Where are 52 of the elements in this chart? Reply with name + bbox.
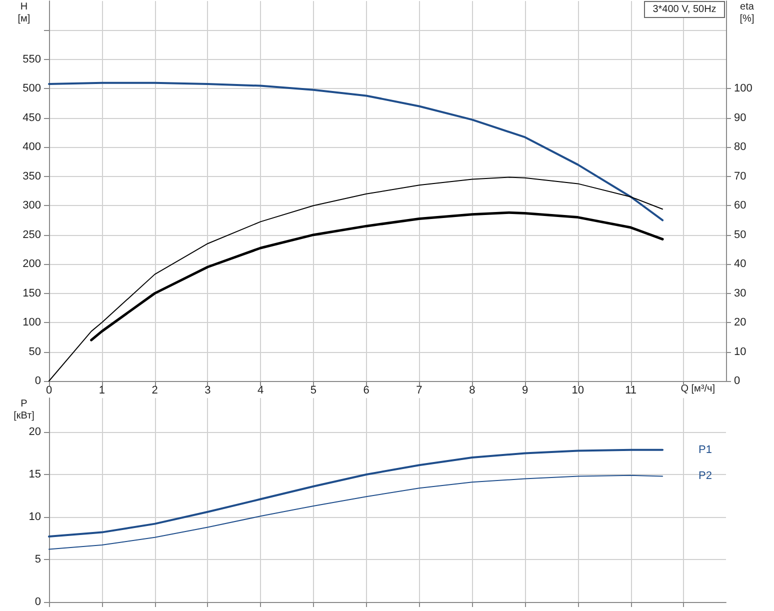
y-tick-label: 0: [34, 596, 41, 608]
y-tick-label: 300: [22, 200, 41, 212]
y-tick-label: 0: [34, 375, 41, 387]
y-tick-label: 150: [22, 287, 41, 300]
y-axis-title: P [кВт]: [14, 398, 35, 422]
y2-tick-label: 90: [734, 112, 746, 124]
text: P1: [698, 444, 712, 456]
x-tick-label: 2: [152, 384, 158, 396]
y2-tick-label: 30: [734, 287, 746, 300]
annotation: 3*400 V, 50Hz: [652, 4, 716, 15]
x-tick-label: 5: [310, 384, 317, 396]
y-tick-label: 100: [22, 316, 41, 329]
y-tick-label: 550: [22, 53, 41, 66]
y2-tick-label: 40: [734, 258, 746, 270]
y-tick-label: 500: [22, 82, 41, 95]
x-tick-label: 10: [572, 384, 584, 396]
x-tick-label: 3: [204, 384, 211, 396]
y-tick-label: 200: [22, 258, 41, 270]
y2-tick-label: 20: [734, 316, 746, 329]
x-tick-label: 4: [258, 384, 264, 396]
x-tick-label: 8: [469, 384, 476, 396]
y2-tick-label: 0: [734, 375, 740, 387]
y2-tick-label: 70: [734, 170, 746, 182]
x-tick-label: 1: [98, 384, 105, 396]
y-tick-label: 15: [28, 468, 41, 480]
y-tick-label: 5: [34, 554, 41, 566]
y-tick-label: 400: [22, 141, 41, 154]
line-series: [48, 176, 664, 382]
y-tick-label: 350: [22, 170, 41, 182]
line-series: [48, 474, 664, 550]
x-axis-title: Q [м³/ч]: [680, 384, 716, 394]
y-axis-title: H [м]: [18, 2, 30, 24]
line-series: [90, 211, 664, 342]
x-tick-label: 9: [522, 384, 528, 396]
y-tick-label: 10: [28, 511, 41, 523]
y-tick-label: 450: [22, 112, 41, 124]
x-tick-label: 6: [363, 384, 370, 396]
y2-tick-label: 50: [734, 228, 746, 241]
y2-tick-label: 60: [734, 200, 746, 212]
line-series: [48, 448, 664, 538]
x-tick-label: 7: [416, 384, 422, 396]
y2-tick-label: 10: [734, 346, 746, 358]
y-tick-label: 20: [28, 426, 41, 438]
text: P2: [698, 470, 712, 482]
y2-axis-title: eta [%]: [740, 2, 754, 24]
y-tick-label: 50: [28, 346, 41, 358]
y-tick-label: 250: [22, 228, 41, 241]
x-tick-label: 0: [46, 384, 52, 396]
x-tick-label: 11: [625, 384, 637, 396]
y2-tick-label: 80: [734, 141, 746, 154]
line-series: [48, 82, 664, 222]
y2-tick-label: 100: [734, 82, 752, 95]
